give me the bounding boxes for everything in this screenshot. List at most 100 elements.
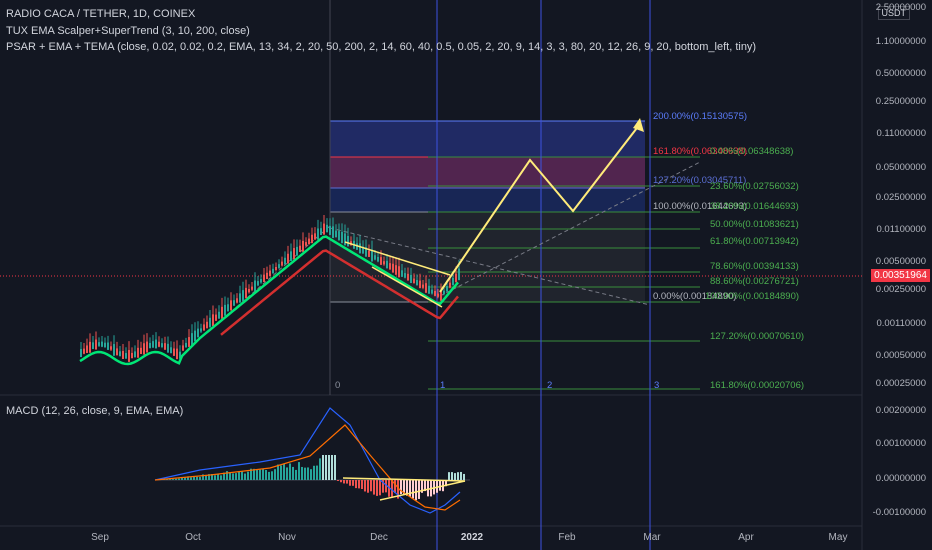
- fib-retr-label: 88.60%(0.00276721): [710, 276, 799, 287]
- macd-histogram-bar: [292, 466, 294, 480]
- candle-body: [302, 240, 304, 252]
- fib-retr-label: 127.20%(0.00070610): [710, 331, 805, 342]
- macd-histogram-bar: [346, 480, 348, 484]
- price-axis-label: 0.00110000: [876, 318, 927, 329]
- fib-ext-label-1272: 127.20%(0.03045711): [653, 175, 747, 186]
- macd-histogram-bar: [274, 469, 276, 480]
- macd-histogram-bar: [289, 463, 291, 480]
- candle-body: [164, 343, 166, 350]
- time-zone-label: 2: [547, 380, 553, 391]
- candle-body: [458, 268, 460, 281]
- candle-body: [350, 241, 352, 245]
- candle-body: [434, 290, 436, 296]
- candle-body: [305, 242, 307, 246]
- candle-body: [251, 286, 253, 290]
- price-axis-label: 0.00500000: [875, 256, 926, 267]
- macd-histogram-bar: [457, 472, 459, 480]
- macd-histogram-bar: [202, 474, 204, 480]
- macd-histogram-bar: [340, 480, 342, 483]
- price-axis-label: 0.00050000: [875, 350, 926, 361]
- macd-histogram-bar: [172, 479, 174, 480]
- candle-body: [395, 265, 397, 275]
- macd-histogram-bar: [304, 467, 306, 480]
- macd-histogram-bar: [454, 473, 456, 480]
- candle-body: [122, 351, 124, 359]
- price-axis-label: 0.00025000: [875, 378, 926, 389]
- candle-body: [182, 345, 184, 351]
- candle-body: [290, 251, 292, 262]
- candle-body: [257, 281, 259, 286]
- time-axis-label: Oct: [185, 532, 201, 543]
- price-axis-label: 0.01100000: [876, 224, 927, 235]
- time-axis-label: Mar: [643, 532, 661, 543]
- candle-body: [449, 282, 451, 288]
- candle-body: [329, 225, 331, 235]
- fib-zone-1618: [330, 157, 645, 188]
- candle-body: [377, 256, 379, 262]
- macd-histogram-bar: [178, 478, 180, 480]
- candle-body: [176, 348, 178, 360]
- macd-histogram-bar: [310, 469, 312, 480]
- fib-ext-label-1618: 161.80%(0.06348638): [653, 146, 748, 157]
- candle-body: [272, 268, 274, 274]
- macd-histogram-bar: [283, 463, 285, 480]
- macd-histogram-bar: [397, 480, 399, 499]
- candle-body: [299, 245, 301, 252]
- macd-histogram-bar: [460, 471, 462, 480]
- candle-body: [137, 347, 139, 358]
- candle-body: [368, 250, 370, 257]
- macd-histogram-bar: [268, 471, 270, 480]
- currency-badge[interactable]: USDT: [877, 6, 910, 20]
- macd-histogram-bar: [235, 473, 237, 480]
- macd-histogram-bar: [265, 470, 267, 480]
- macd-title[interactable]: MACD (12, 26, close, 9, EMA, EMA): [6, 405, 184, 417]
- candle-body: [170, 347, 172, 354]
- macd-histogram-bar: [286, 467, 288, 480]
- macd-histogram-bar: [301, 466, 303, 480]
- macd-histogram-bar: [232, 473, 234, 480]
- macd-histogram-bar: [436, 480, 438, 493]
- macd-histogram-bar: [343, 480, 345, 484]
- fib-zone-200: [330, 121, 645, 157]
- candle-body: [278, 264, 280, 268]
- candle-body: [446, 286, 448, 292]
- candle-body: [389, 263, 391, 270]
- candle-body: [161, 343, 163, 347]
- macd-histogram-bar: [394, 480, 396, 494]
- candle-body: [212, 314, 214, 326]
- macd-histogram-bar: [412, 480, 414, 499]
- macd-histogram-bar: [355, 480, 357, 489]
- candle-body: [167, 343, 169, 353]
- macd-histogram-bar: [229, 472, 231, 480]
- macd-histogram-bar: [184, 477, 186, 480]
- candle-body: [308, 238, 310, 245]
- macd-histogram-bar: [220, 475, 222, 480]
- candle-body: [311, 234, 313, 244]
- candle-body: [188, 337, 190, 347]
- macd-histogram-bar: [181, 477, 183, 480]
- forecast-arrowhead: [633, 118, 644, 132]
- macd-histogram-bar: [259, 469, 261, 480]
- macd-histogram-bar: [445, 480, 447, 487]
- candle-body: [263, 274, 265, 283]
- wedge-line: [344, 241, 451, 276]
- indicator-psar-ema-tema[interactable]: PSAR + EMA + TEMA (close, 0.02, 0.02, 0.…: [6, 41, 757, 53]
- indicator-tux-ema[interactable]: TUX EMA Scalper+SuperTrend (3, 10, 200, …: [6, 25, 250, 37]
- candle-body: [113, 344, 115, 356]
- macd-histogram-bar: [388, 480, 390, 497]
- candle-body: [239, 293, 241, 303]
- macd-histogram-bar: [409, 480, 411, 497]
- candle-body: [92, 342, 94, 350]
- candle-body: [416, 279, 418, 286]
- macd-histogram-bar: [271, 471, 273, 480]
- candle-body: [440, 291, 442, 301]
- candle-body: [221, 306, 223, 319]
- ema-red-line: [220, 249, 459, 336]
- candle-body: [359, 243, 361, 254]
- time-axis-label: Nov: [278, 532, 296, 543]
- macd-histogram-bar: [277, 464, 279, 480]
- macd-histogram-bar: [400, 480, 402, 495]
- macd-histogram-bar: [166, 479, 168, 480]
- macd-histogram-bar: [208, 474, 210, 480]
